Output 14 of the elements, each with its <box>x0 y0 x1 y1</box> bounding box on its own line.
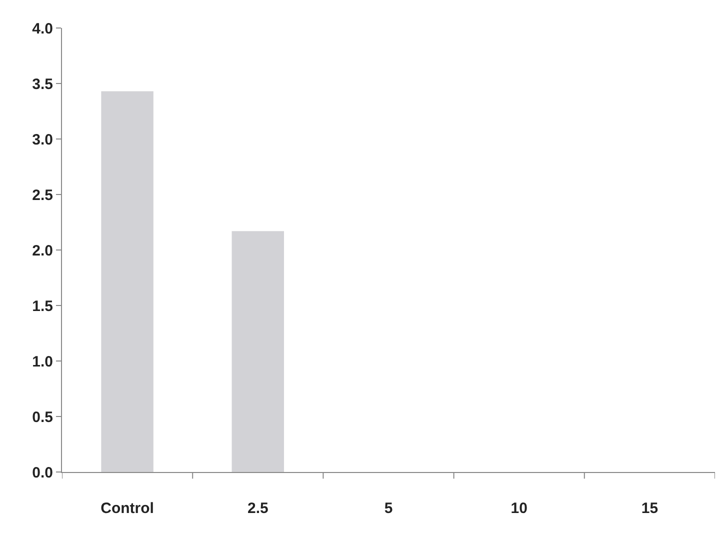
y-tick-label: 0.0 <box>32 464 53 482</box>
y-tick-label: 2.5 <box>32 186 53 204</box>
y-tick-label: 0.5 <box>32 408 53 426</box>
y-tick-label: 3.5 <box>32 76 53 93</box>
y-tick-label: 3.0 <box>32 131 53 148</box>
x-tick-label: 2.5 <box>247 500 268 517</box>
x-tick-label: 5 <box>384 500 393 517</box>
x-tick-label: Control <box>100 500 154 517</box>
y-tick-label: 1.0 <box>32 353 53 370</box>
x-tick-label: 10 <box>510 500 528 517</box>
y-tick-label: 4.0 <box>32 20 53 38</box>
x-tick-label: 15 <box>641 500 658 517</box>
y-tick-label: 1.5 <box>32 298 53 315</box>
y-tick-label: 2.0 <box>32 242 53 260</box>
